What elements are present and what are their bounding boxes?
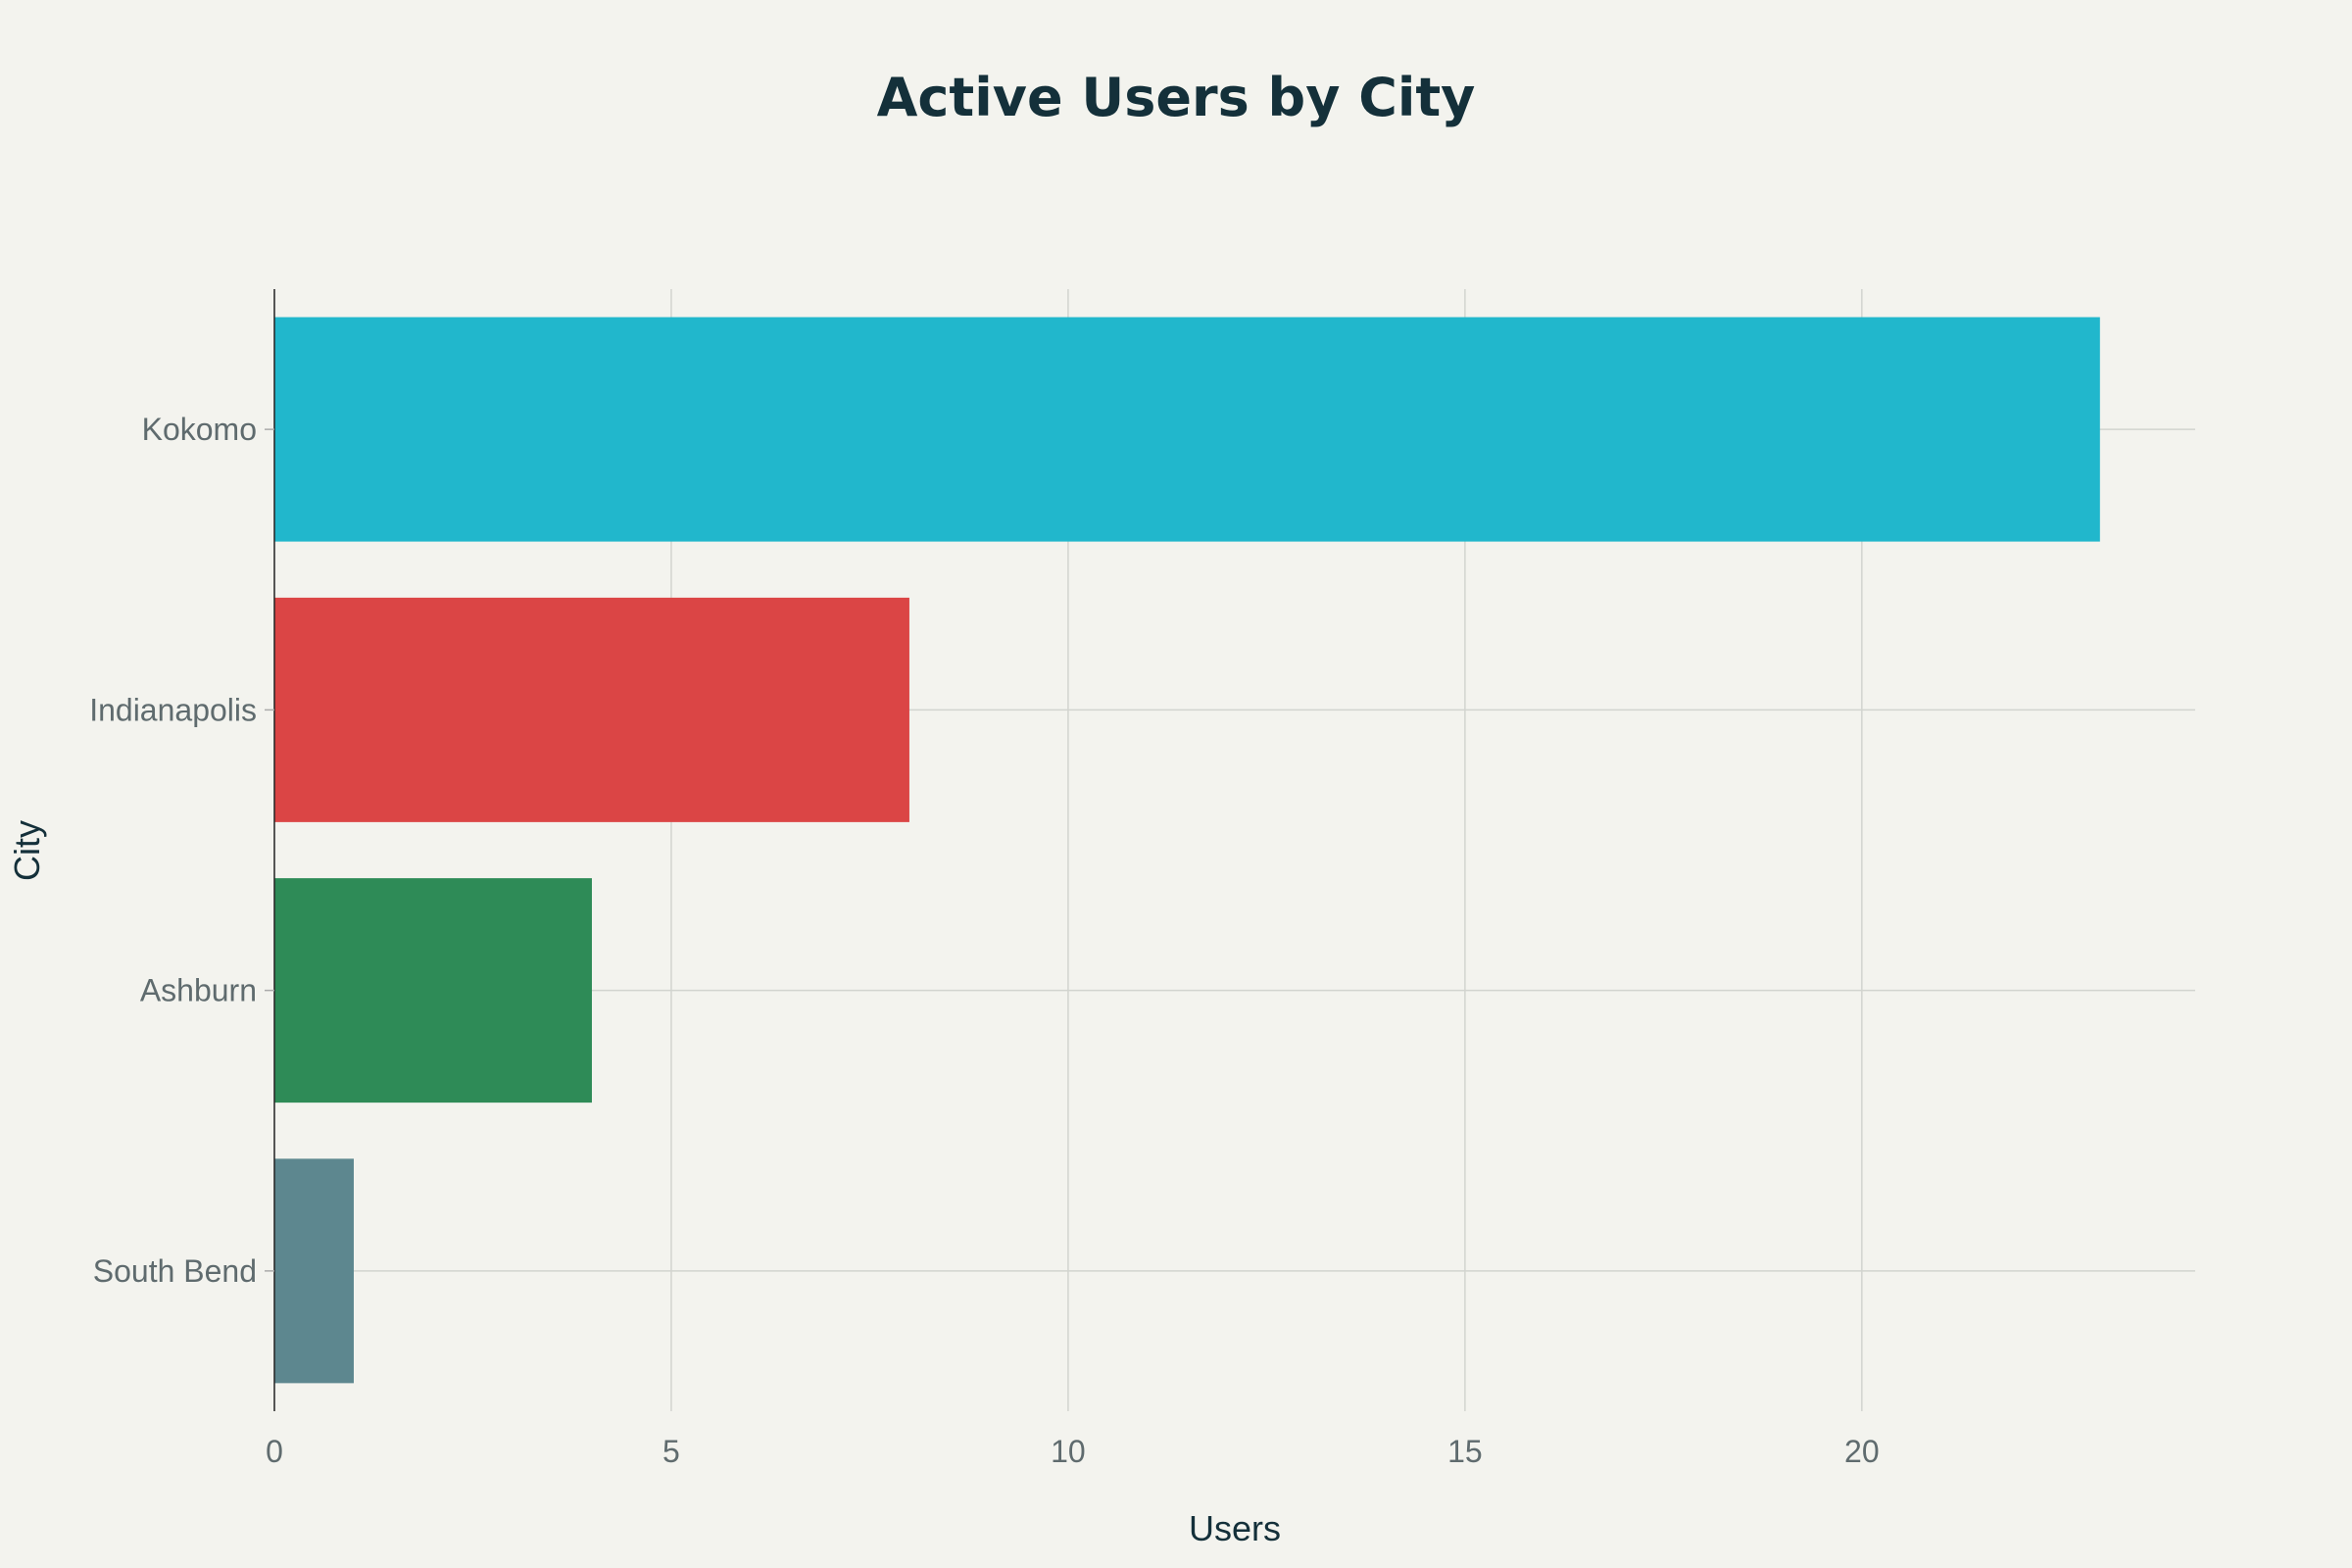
x-tick-label-1: 5 <box>662 1434 680 1469</box>
label-layer: 0 5 10 15 20 Kokomo Indianapolis Ashburn South B… <box>89 412 1879 1469</box>
bar-kokomo <box>274 317 2100 542</box>
x-tick-label-3: 15 <box>1447 1434 1483 1469</box>
x-tick-label-0: 0 <box>266 1434 283 1469</box>
x-tick-label-2: 10 <box>1051 1434 1086 1469</box>
bar-ashburn <box>274 878 592 1103</box>
y-tick-label-1: Indianapolis <box>89 692 257 727</box>
y-tick-label-3: South Bend <box>93 1253 257 1289</box>
y-tick-label-0: Kokomo <box>142 412 257 447</box>
x-axis-title: Users <box>1189 1508 1281 1548</box>
y-axis-title: City <box>7 820 47 881</box>
bar-layer <box>274 317 2100 1384</box>
x-tick-label-4: 20 <box>1844 1434 1880 1469</box>
y-tick-label-2: Ashburn <box>140 973 257 1008</box>
bar-south-bend <box>274 1158 354 1384</box>
bar-indianapolis <box>274 597 909 822</box>
chart-title: Active Users by City <box>877 67 1476 128</box>
